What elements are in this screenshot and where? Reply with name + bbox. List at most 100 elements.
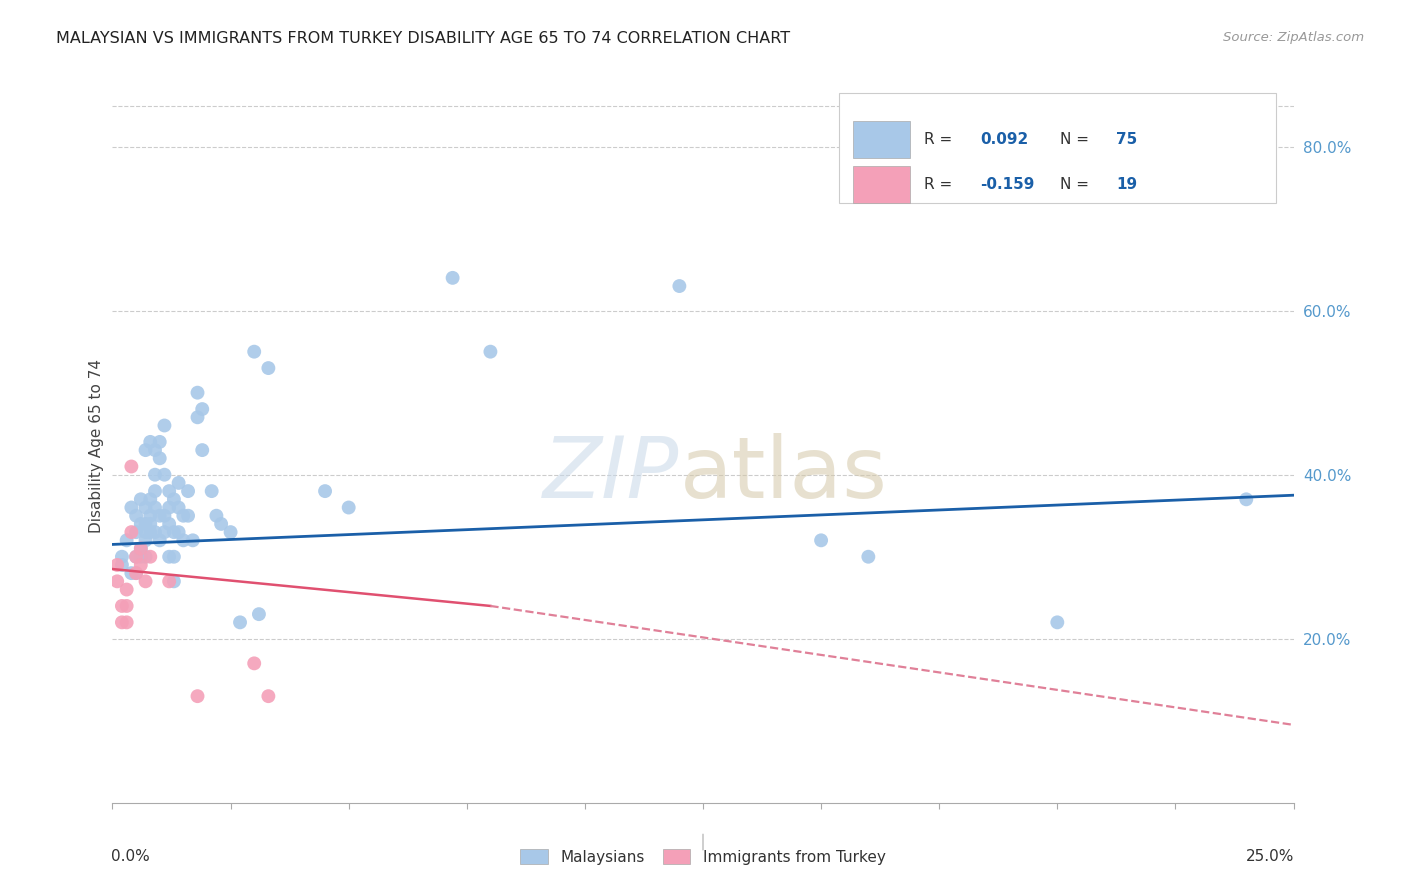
Point [209,516,232,531]
Point [115,533,138,548]
Text: R =: R = [924,132,957,146]
FancyBboxPatch shape [839,93,1275,203]
Point [111,615,134,630]
Point [157,549,180,564]
Text: 0.092: 0.092 [980,132,1029,146]
Point [810,533,832,548]
Point [129,558,152,572]
Point [143,484,166,499]
Point [125,525,148,540]
Point [172,508,194,523]
Point [247,607,270,622]
Point [153,418,176,433]
Point [129,541,152,556]
Point [149,533,172,548]
Point [139,516,162,531]
Point [167,525,190,540]
Point [111,599,134,613]
Text: 75: 75 [1116,132,1137,146]
Text: Source: ZipAtlas.com: Source: ZipAtlas.com [1223,31,1364,45]
Point [257,689,280,703]
Text: N =: N = [1060,132,1094,146]
Point [149,451,172,466]
Point [120,525,142,540]
FancyBboxPatch shape [853,120,910,158]
Point [105,558,128,572]
Point [139,492,162,507]
Point [201,484,224,499]
Point [139,549,162,564]
Point [125,549,148,564]
Point [243,344,266,359]
Point [157,500,180,515]
Text: -0.159: -0.159 [980,177,1035,192]
Point [153,525,176,540]
Point [135,525,157,540]
Point [135,500,157,515]
Point [139,434,162,449]
Point [186,385,208,400]
Point [120,500,142,515]
Text: R =: R = [924,177,957,192]
Point [163,492,186,507]
Point [115,582,138,597]
Point [167,500,190,515]
Point [177,484,200,499]
Point [441,270,464,285]
Point [229,615,252,630]
Text: MALAYSIAN VS IMMIGRANTS FROM TURKEY DISABILITY AGE 65 TO 74 CORRELATION CHART: MALAYSIAN VS IMMIGRANTS FROM TURKEY DISA… [56,31,790,46]
Point [120,459,142,474]
Point [143,500,166,515]
Point [167,475,190,490]
Point [135,574,157,589]
Point [143,525,166,540]
Point [153,508,176,523]
Point [135,533,157,548]
Point [186,410,208,425]
Point [120,566,142,581]
Point [149,508,172,523]
Point [139,508,162,523]
Point [111,549,134,564]
Point [177,508,200,523]
Point [668,279,690,293]
Point [479,344,502,359]
Point [125,566,148,581]
Point [105,574,128,589]
Point [172,533,194,548]
Point [314,484,336,499]
Point [135,549,157,564]
Point [163,574,186,589]
Point [1234,492,1257,507]
Point [163,549,186,564]
Point [157,516,180,531]
Point [205,508,228,523]
Point [129,549,152,564]
Point [149,434,172,449]
Point [157,574,180,589]
Point [181,533,204,548]
Point [219,525,242,540]
Point [129,541,152,556]
Point [143,467,166,482]
Point [139,525,162,540]
Legend: Malaysians, Immigrants from Turkey: Malaysians, Immigrants from Turkey [515,843,891,871]
Point [135,443,157,458]
Point [115,599,138,613]
Y-axis label: Disability Age 65 to 74: Disability Age 65 to 74 [89,359,104,533]
Text: 25.0%: 25.0% [1246,849,1295,864]
Point [125,549,148,564]
Point [153,467,176,482]
Point [163,525,186,540]
Point [125,508,148,523]
Text: ZIP: ZIP [543,433,679,516]
Point [125,566,148,581]
Point [186,689,208,703]
Point [1046,615,1069,630]
Point [858,549,880,564]
Point [337,500,360,515]
Point [129,492,152,507]
Text: 0.0%: 0.0% [111,849,150,864]
Text: N =: N = [1060,177,1094,192]
Text: 19: 19 [1116,177,1137,192]
